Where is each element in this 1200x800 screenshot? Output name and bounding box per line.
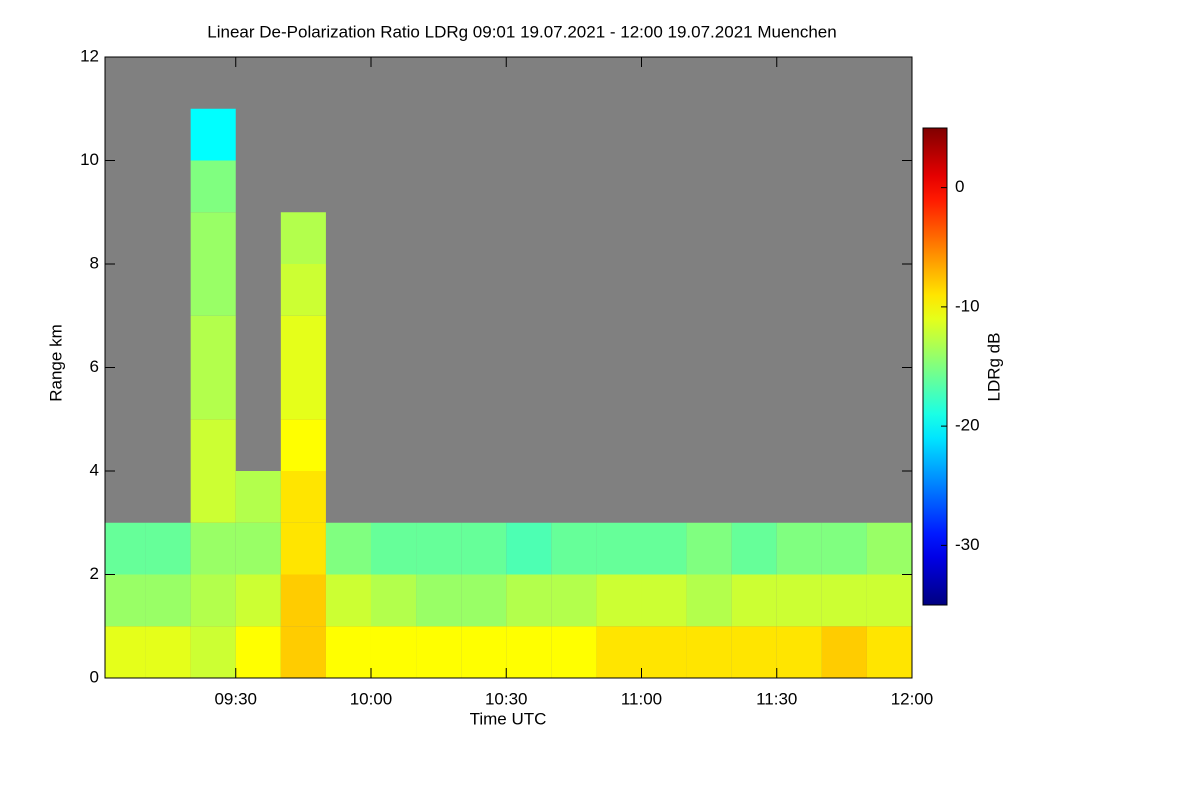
- heat-cell: [190, 626, 236, 678]
- heat-cell: [686, 626, 732, 678]
- heat-cell: [596, 574, 642, 627]
- heat-cell: [416, 574, 462, 627]
- heat-cell: [190, 160, 236, 213]
- heat-cell: [280, 264, 326, 316]
- x-axis-label: Time UTC: [470, 709, 547, 728]
- heat-cell: [235, 626, 281, 678]
- heat-cell: [280, 419, 326, 471]
- colorbar-tick-label: -10: [955, 296, 980, 315]
- colorbar-tick-label: -20: [955, 416, 980, 435]
- heat-cell: [596, 626, 642, 678]
- heat-cell: [105, 522, 146, 575]
- heat-cell: [506, 626, 552, 678]
- heat-cell: [551, 574, 597, 627]
- heat-cell: [461, 574, 507, 627]
- heat-cell: [190, 367, 236, 420]
- heat-cell: [105, 626, 146, 678]
- heat-cell: [731, 626, 777, 678]
- heat-cell: [776, 522, 822, 575]
- heat-cell: [686, 574, 732, 627]
- heat-cell: [641, 574, 687, 627]
- colorbar-tick-label: -30: [955, 535, 980, 554]
- heat-cell: [190, 574, 236, 627]
- heat-cell: [280, 522, 326, 575]
- heat-cell: [506, 574, 552, 627]
- heat-cell: [280, 471, 326, 523]
- heat-cell: [461, 626, 507, 678]
- heat-cell: [280, 367, 326, 420]
- heat-cell: [551, 522, 597, 575]
- colorbar-label: LDRg dB: [984, 333, 1003, 402]
- heat-cell: [821, 626, 867, 678]
- x-tick-label: 09:30: [214, 689, 257, 708]
- heat-cell: [866, 522, 912, 575]
- heat-cell: [416, 626, 462, 678]
- y-tick-label: 6: [90, 357, 99, 376]
- heat-cell: [145, 522, 191, 575]
- y-tick-label: 2: [90, 564, 99, 583]
- heat-cell: [461, 522, 507, 575]
- heat-cell: [641, 522, 687, 575]
- heat-cell: [325, 522, 371, 575]
- heat-cell: [280, 574, 326, 627]
- heat-cell: [145, 574, 191, 627]
- heat-cell: [686, 522, 732, 575]
- heat-cell: [325, 574, 371, 627]
- x-tick-label: 10:30: [485, 689, 528, 708]
- heat-cell: [370, 522, 417, 575]
- heat-cell: [641, 626, 687, 678]
- heat-cell: [821, 574, 867, 627]
- x-tick-label: 11:00: [621, 689, 662, 708]
- chart-title: Linear De-Polarization Ratio LDRg 09:01 …: [207, 22, 836, 41]
- heat-cell: [280, 212, 326, 264]
- heat-cell: [506, 522, 552, 575]
- y-tick-label: 12: [80, 46, 99, 65]
- y-tick-label: 4: [90, 460, 99, 479]
- heat-cell: [776, 574, 822, 627]
- heat-cell: [235, 522, 281, 575]
- heat-cell: [866, 626, 912, 678]
- heat-cell: [145, 626, 191, 678]
- heat-cell: [280, 626, 326, 678]
- heat-cell: [416, 522, 462, 575]
- x-tick-label: 10:00: [350, 689, 393, 708]
- heat-cell: [370, 574, 417, 627]
- heat-cell: [731, 574, 777, 627]
- heat-cell: [551, 626, 597, 678]
- colorbar-tick-label: 0: [955, 177, 964, 196]
- x-tick-label: 12:00: [891, 689, 934, 708]
- heat-cell: [596, 522, 642, 575]
- y-tick-label: 8: [90, 253, 99, 272]
- heat-cell: [190, 522, 236, 575]
- heat-cell: [235, 574, 281, 627]
- y-axis-label: Range km: [46, 324, 65, 401]
- heat-cell: [280, 315, 326, 368]
- heat-cell: [325, 626, 371, 678]
- heat-cell: [190, 419, 236, 471]
- y-tick-label: 0: [90, 667, 99, 686]
- heat-cell: [190, 212, 236, 264]
- y-tick-label: 10: [80, 150, 99, 169]
- heat-cell: [190, 108, 236, 161]
- heat-cell: [731, 522, 777, 575]
- heat-cell: [235, 471, 281, 523]
- heat-cell: [190, 315, 236, 368]
- heat-cell: [190, 264, 236, 316]
- colorbar: [922, 127, 948, 606]
- x-tick-label: 11:30: [756, 689, 797, 708]
- heat-cell: [105, 574, 146, 627]
- heat-cell: [866, 574, 912, 627]
- heat-cell: [370, 626, 417, 678]
- heat-cell: [776, 626, 822, 678]
- heat-cell: [190, 471, 236, 523]
- heat-cell: [821, 522, 867, 575]
